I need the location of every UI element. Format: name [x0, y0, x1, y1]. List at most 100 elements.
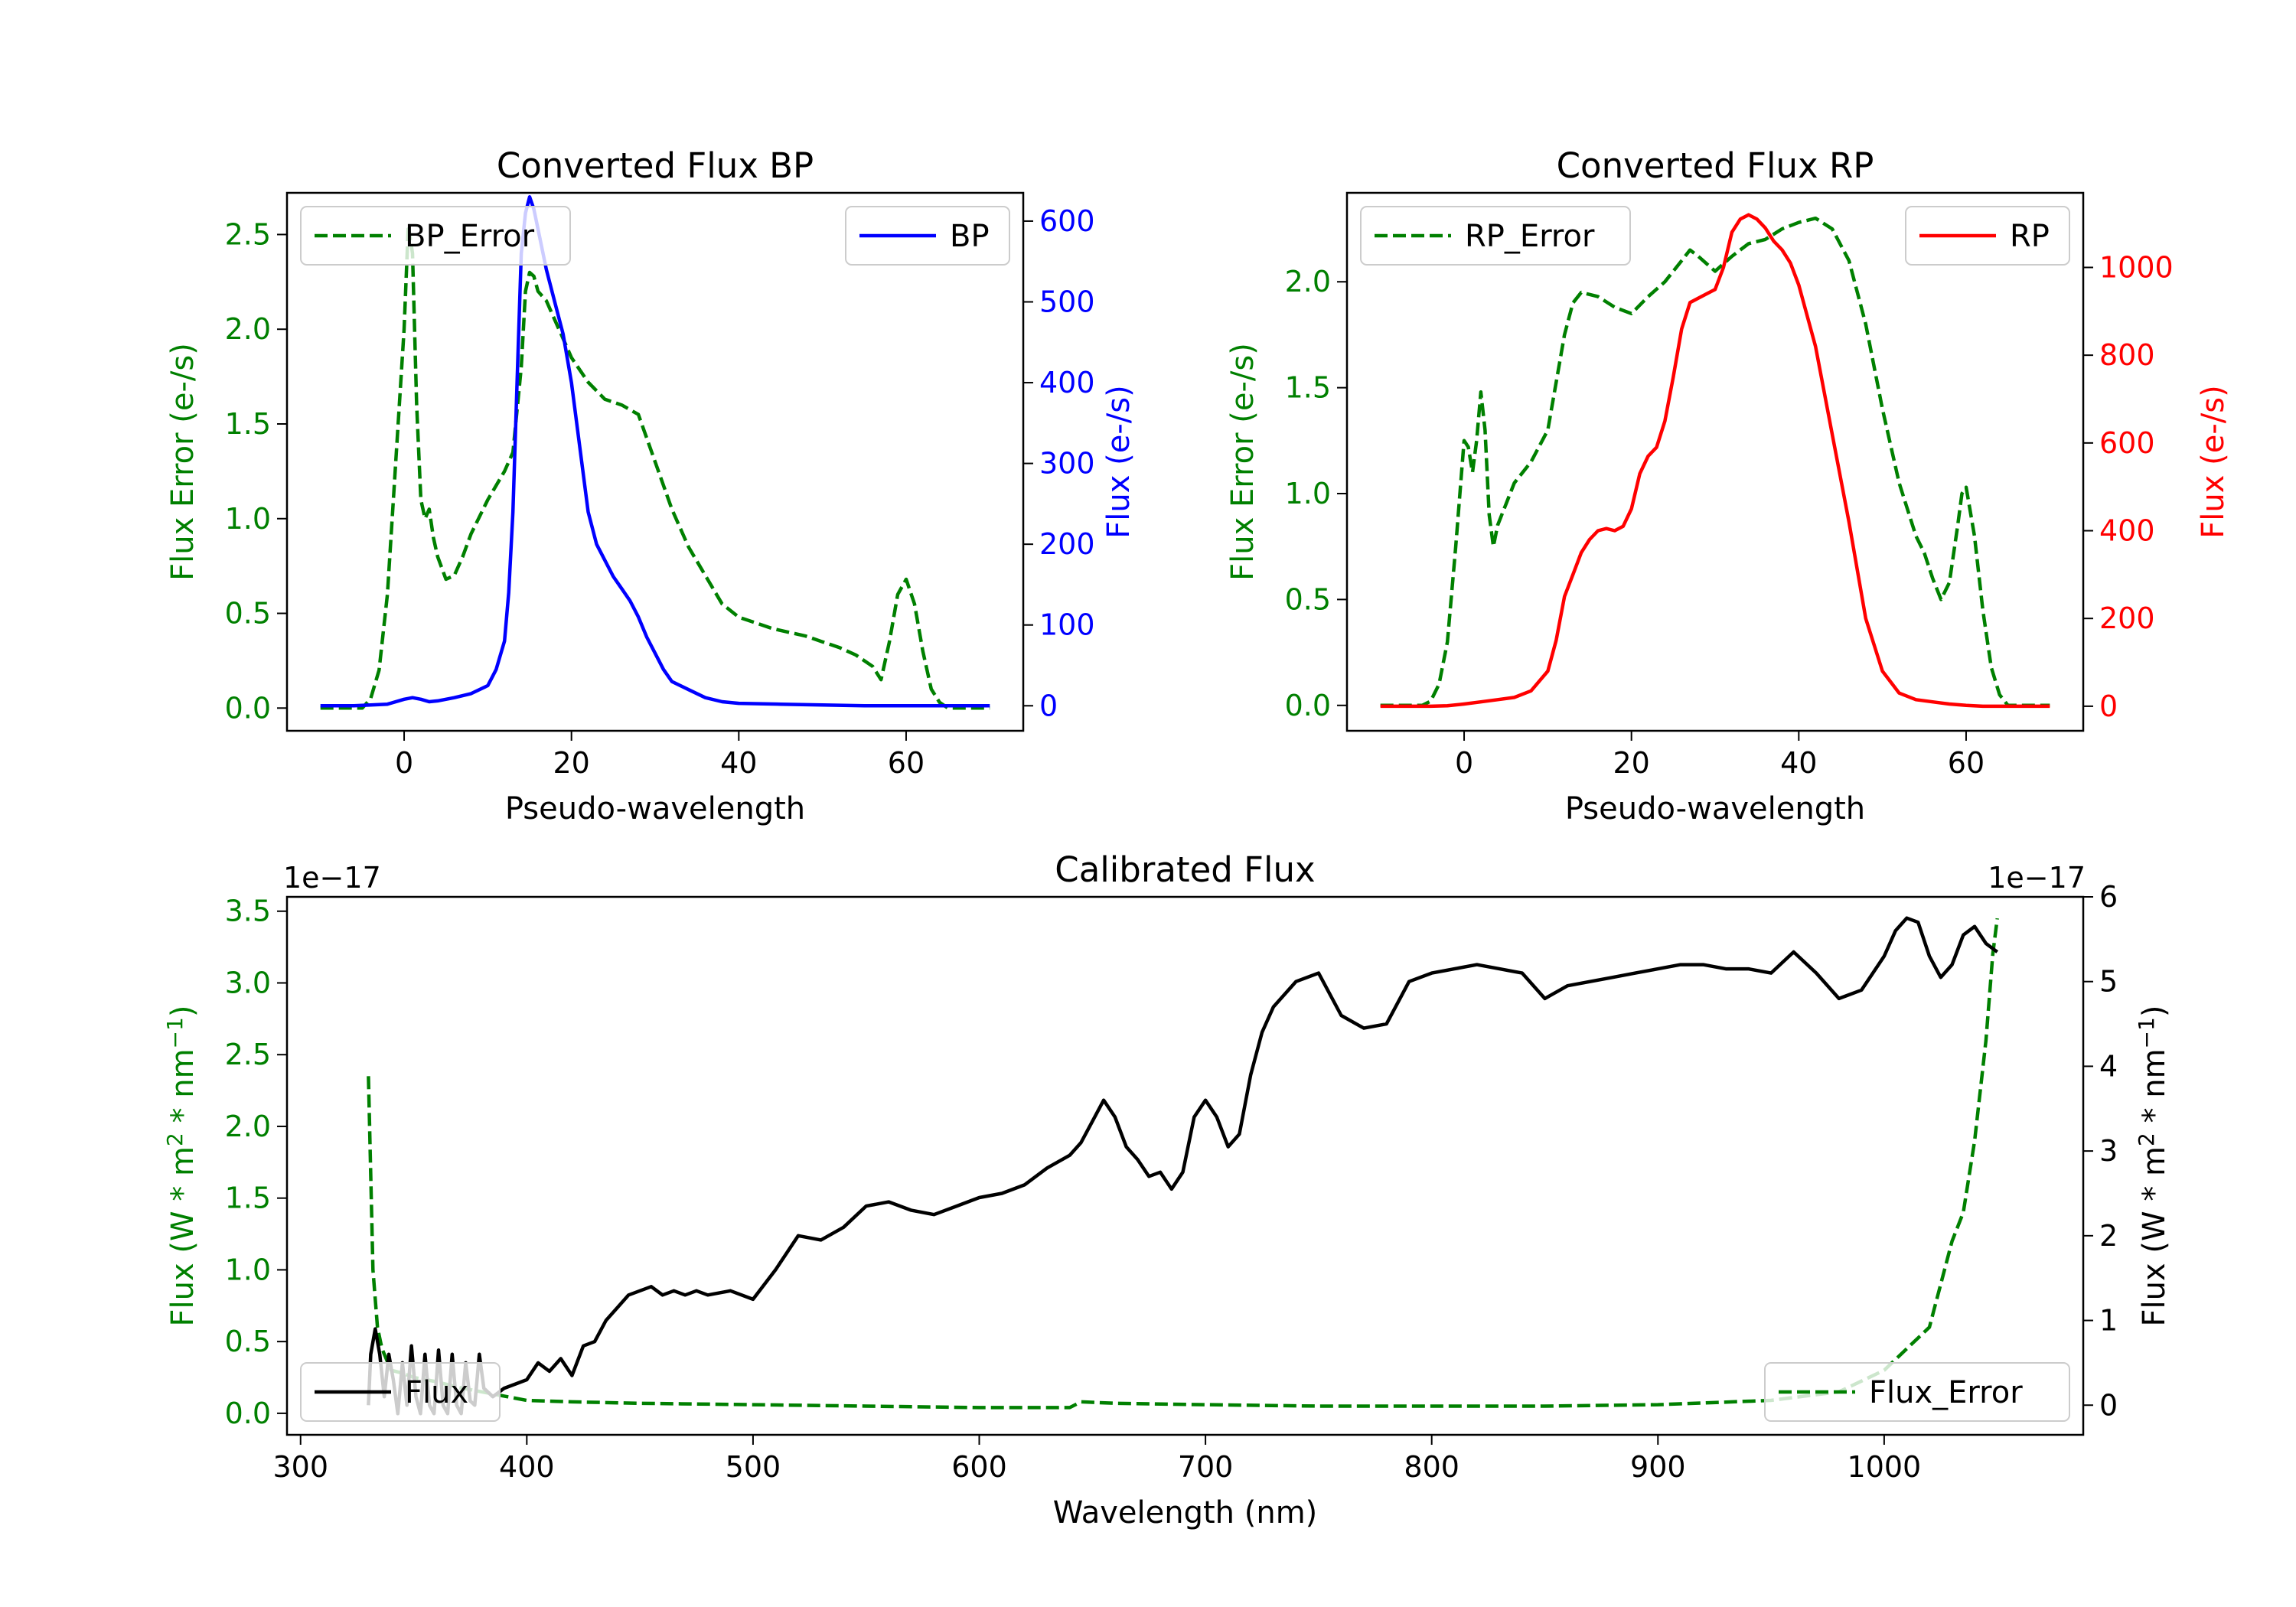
- right-tick-label: 1: [2099, 1304, 2118, 1338]
- calibrated-series-group: [367, 916, 1999, 1416]
- legend-box: [300, 206, 571, 266]
- calibrated-right-label-end: ): [2137, 1006, 2172, 1018]
- left-tick-label: 1.0: [225, 502, 271, 536]
- series-line-bp-error: [320, 223, 990, 710]
- right-tick-label: 0: [2099, 1388, 2118, 1422]
- right-tick-label: 5: [2099, 965, 2118, 999]
- rp-title: Converted Flux RP: [1557, 145, 1874, 186]
- legend-rp: RP: [1905, 206, 2070, 266]
- calibrated-xlabel: Wavelength (nm): [1053, 1495, 1318, 1530]
- right-tick-label: 600: [2099, 426, 2155, 460]
- x-tick-label: 300: [272, 1450, 328, 1484]
- bp-chart: Converted Flux BP 0 20 40 60 Pseudo-wavelengt…: [165, 145, 1137, 826]
- right-tick-label: 100: [1039, 608, 1095, 642]
- bp-left-axis-label: Flux Error (e-/s): [165, 343, 201, 581]
- right-tick-label: 4: [2099, 1049, 2118, 1083]
- left-tick-label: 2.5: [225, 1038, 271, 1071]
- left-tick-label: 3.0: [225, 966, 271, 999]
- legend-flux: Flux: [300, 1362, 501, 1422]
- right-tick-label: 200: [2099, 601, 2155, 635]
- legend-label: Flux_Error: [1869, 1375, 2023, 1410]
- bp-right-axis-label: Flux (e-/s): [1101, 385, 1137, 538]
- calibrated-title: Calibrated Flux: [1055, 849, 1315, 890]
- right-tick-label: 6: [2099, 880, 2118, 914]
- rp-left-axis-label: Flux Error (e-/s): [1225, 343, 1261, 581]
- calibrated-left-label-sup2: −1: [162, 1017, 188, 1048]
- x-tick-label: 800: [1404, 1450, 1459, 1484]
- right-tick-label: 0: [1039, 689, 1058, 722]
- x-tick-label: 1000: [1848, 1450, 1922, 1484]
- legend-box: [300, 1362, 501, 1422]
- right-tick-label: 500: [1039, 285, 1095, 319]
- left-tick-label: 1.0: [225, 1253, 271, 1286]
- legend-bp: BP: [845, 206, 1010, 266]
- bp-title: Converted Flux BP: [497, 145, 814, 186]
- calibrated-right-label-mid: * nm: [2137, 1048, 2172, 1133]
- legend-label: RP: [2010, 219, 2050, 254]
- x-tick-label: 700: [1178, 1450, 1234, 1484]
- rp-xlabel: Pseudo-wavelength: [1565, 791, 1865, 826]
- right-tick-label: 200: [1039, 527, 1095, 561]
- legend-bp-error: BP_Error: [300, 206, 571, 266]
- series-line-rp-error: [1380, 216, 2050, 708]
- x-tick-label: 60: [888, 746, 925, 780]
- left-tick-label: 1.0: [1285, 477, 1331, 510]
- calibrated-plot-frame: [285, 895, 2085, 1436]
- calibrated-left-label-base: Flux (W * m: [165, 1146, 201, 1326]
- x-tick-label: 500: [726, 1450, 781, 1484]
- legend-label: Flux: [405, 1375, 468, 1410]
- x-tick-label: 400: [499, 1450, 555, 1484]
- x-tick-label: 0: [1455, 746, 1473, 780]
- right-tick-label: 1000: [2099, 250, 2174, 284]
- left-tick-label: 0.5: [1285, 582, 1331, 616]
- calibrated-right-axis-label: Flux (W * m2 * nm−1): [2134, 1006, 2172, 1327]
- calibrated-left-label-end: ): [165, 1006, 201, 1018]
- left-tick-label: 1.5: [1285, 371, 1331, 405]
- x-tick-label: 60: [1948, 746, 1985, 780]
- calibrated-left-axis-label: Flux (W * m2 * nm−1): [162, 1006, 201, 1327]
- legend-label: BP: [950, 219, 990, 254]
- left-tick-label: 0.5: [225, 1325, 271, 1358]
- left-tick-label: 0.0: [1285, 689, 1331, 722]
- legend-label: BP_Error: [405, 219, 535, 254]
- calibrated-left-label-sup1: 2: [162, 1133, 188, 1146]
- right-tick-label: 800: [2099, 338, 2155, 372]
- calibrated-chart: Calibrated Flux 300 400 500 600 700 800 900 1000…: [162, 849, 2172, 1530]
- x-tick-label: 40: [1780, 746, 1817, 780]
- legend-box: [1764, 1362, 2070, 1422]
- x-tick-label: 600: [951, 1450, 1007, 1484]
- x-tick-label: 20: [1613, 746, 1650, 780]
- right-tick-label: 3: [2099, 1134, 2118, 1168]
- bp-plot-frame: [285, 191, 1025, 732]
- x-tick-label: 900: [1630, 1450, 1686, 1484]
- calibrated-right-label-base: Flux (W * m: [2137, 1146, 2172, 1326]
- rp-plot-frame: [1345, 191, 2085, 732]
- left-tick-label: 2.0: [225, 1110, 271, 1143]
- series-line-bp: [320, 195, 990, 708]
- x-tick-label: 0: [395, 746, 413, 780]
- series-line-flux-error: [367, 918, 1999, 1410]
- left-tick-label: 0.0: [225, 691, 271, 725]
- rp-right-axis-label: Flux (e-/s): [2196, 385, 2231, 538]
- right-tick-label: 400: [2099, 514, 2155, 548]
- right-offset-text: 1e−17: [1988, 861, 2086, 895]
- calibrated-left-label-mid: * nm: [165, 1048, 201, 1133]
- left-tick-label: 0.5: [225, 597, 271, 631]
- left-offset-text: 1e−17: [283, 861, 381, 895]
- series-line-flux: [367, 916, 1999, 1416]
- right-tick-label: 600: [1039, 204, 1095, 238]
- left-tick-label: 3.5: [225, 895, 271, 928]
- legend-flux-error: Flux_Error: [1764, 1362, 2070, 1422]
- rp-chart: Converted Flux RP 0 20 40 60 Pseudo-wavelengt…: [1225, 145, 2231, 826]
- x-tick-label: 20: [553, 746, 590, 780]
- rp-series-group: [1380, 213, 2050, 709]
- right-tick-label: 300: [1039, 447, 1095, 481]
- calibrated-right-label-sup1: 2: [2134, 1133, 2159, 1146]
- x-tick-label: 40: [720, 746, 757, 780]
- right-tick-label: 2: [2099, 1219, 2118, 1253]
- left-tick-label: 1.5: [225, 1182, 271, 1215]
- calibrated-right-label-sup2: −1: [2134, 1017, 2159, 1048]
- right-tick-label: 400: [1039, 366, 1095, 399]
- legend-label: RP_Error: [1465, 219, 1595, 254]
